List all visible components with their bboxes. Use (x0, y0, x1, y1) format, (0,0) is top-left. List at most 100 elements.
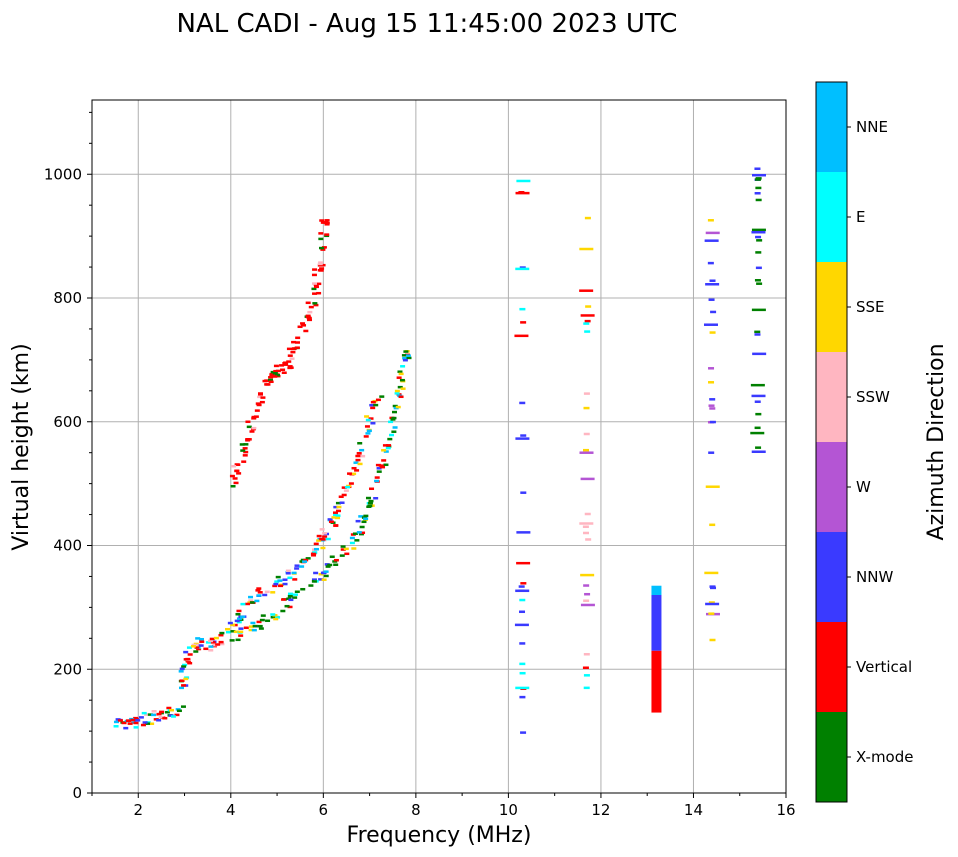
echo-point (159, 710, 165, 714)
x-tick-label: 6 (319, 801, 329, 819)
echo-point (705, 283, 720, 286)
echo-point (751, 308, 766, 312)
echo-point (391, 416, 397, 420)
echo-point (582, 666, 589, 669)
echo-point (583, 448, 590, 452)
echo-point (354, 539, 360, 542)
echo-point (357, 462, 363, 466)
echo-point (348, 482, 354, 485)
echo-point (162, 716, 168, 720)
echo-point (751, 230, 766, 234)
echo-point (307, 318, 313, 322)
echo-point (344, 552, 350, 556)
echo-point (356, 452, 362, 455)
echo-point (269, 373, 275, 377)
echo-point (278, 584, 284, 588)
echo-point (267, 378, 273, 382)
echo-point (333, 505, 339, 509)
echo-point (191, 643, 197, 647)
echo-point (158, 715, 164, 719)
echo-point (248, 625, 254, 628)
echo-point (149, 722, 155, 726)
echo-point (401, 354, 407, 357)
echo-point (380, 465, 386, 469)
echo-point (358, 532, 364, 536)
echo-point (516, 561, 531, 565)
echo-point (270, 613, 276, 616)
echo-point (331, 516, 337, 519)
x-axis-label: Frequency (MHz) (347, 823, 532, 848)
echo-point (282, 582, 288, 586)
echo-point (241, 460, 247, 463)
echo-point (219, 631, 225, 635)
echo-point (229, 639, 235, 642)
echo-point (519, 662, 526, 666)
echo-point (367, 501, 373, 505)
echo-point (205, 641, 211, 644)
y-axis-label: Virtual height (km) (9, 343, 34, 550)
echo-point (277, 579, 283, 582)
echo-point (516, 531, 531, 534)
echo-point (262, 593, 268, 597)
echo-point (354, 469, 360, 472)
echo-point (705, 485, 720, 488)
echo-point (183, 677, 189, 681)
echo-point (273, 369, 279, 373)
echo-point (704, 239, 719, 242)
echo-point (185, 660, 191, 663)
echo-point (344, 485, 350, 489)
echo-point (381, 449, 387, 452)
echo-point (248, 628, 254, 632)
echo-point (311, 580, 317, 583)
echo-point (366, 429, 372, 433)
echo-point (383, 450, 389, 453)
echo-point (754, 192, 761, 195)
echo-point (519, 642, 526, 645)
echo-point (708, 451, 715, 454)
echo-point (312, 292, 318, 295)
echo-point (365, 496, 371, 500)
echo-point (755, 198, 762, 202)
echo-point (232, 623, 238, 627)
echo-point (249, 430, 255, 433)
echo-point (520, 491, 527, 494)
echo-point (292, 593, 298, 596)
colorbar-tick-label: Vertical (856, 658, 912, 676)
y-tick-label: 600 (53, 413, 82, 431)
echo-point (236, 620, 242, 624)
echo-point (275, 369, 281, 373)
echo-point (328, 520, 334, 524)
echo-point (246, 425, 252, 429)
echo-point (121, 721, 127, 725)
echo-point (234, 463, 240, 466)
echo-point (268, 376, 274, 379)
echo-point (186, 646, 192, 649)
echo-point (218, 640, 224, 644)
echo-point (396, 376, 402, 379)
echo-point (207, 639, 213, 643)
echo-point (311, 554, 317, 557)
echo-point (156, 712, 162, 716)
echo-point (230, 623, 236, 627)
echo-point (579, 247, 594, 251)
y-tick-label: 1000 (44, 165, 82, 183)
x-tick-label: 16 (776, 801, 795, 819)
echo-point (709, 523, 716, 527)
echo-point (174, 713, 180, 717)
echo-point (297, 325, 303, 329)
echo-point (213, 636, 219, 640)
echo-point (282, 361, 288, 365)
echo-point (583, 322, 590, 325)
echo-point (754, 426, 761, 430)
echo-point (709, 407, 716, 410)
echo-point (312, 282, 318, 285)
echo-point (349, 541, 355, 545)
echo-point (365, 418, 371, 422)
echo-point (519, 598, 526, 602)
echo-point (360, 454, 366, 458)
echo-point (708, 601, 715, 604)
echo-point (357, 441, 363, 445)
echo-point (322, 535, 328, 538)
echo-point (294, 341, 300, 344)
echo-point (265, 619, 271, 623)
